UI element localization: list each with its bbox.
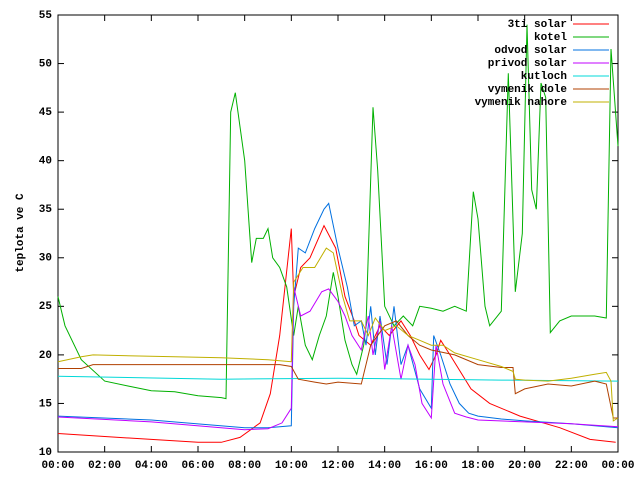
x-tick-label: 00:00 xyxy=(41,460,74,472)
y-tick-label: 40 xyxy=(39,156,52,168)
legend-label: odvod solar xyxy=(494,45,567,57)
y-tick-label: 15 xyxy=(39,398,53,410)
legend-label: 3ti solar xyxy=(508,19,567,31)
y-tick-label: 35 xyxy=(39,204,53,216)
x-tick-label: 10:00 xyxy=(275,460,308,472)
y-tick-label: 20 xyxy=(39,350,52,362)
legend-label: vymenik dole xyxy=(488,84,568,96)
x-tick-label: 02:00 xyxy=(88,460,121,472)
x-tick-label: 08:00 xyxy=(228,460,261,472)
y-tick-label: 10 xyxy=(39,447,52,459)
series-line xyxy=(57,24,619,400)
y-tick-label: 50 xyxy=(39,58,52,70)
legend-label: kutloch xyxy=(521,71,567,83)
y-axis-label: teplota ve C xyxy=(15,193,27,273)
y-tick-label: 25 xyxy=(39,301,53,313)
x-tick-label: 04:00 xyxy=(135,460,168,472)
series-line xyxy=(58,320,618,419)
y-tick-label: 30 xyxy=(39,253,52,265)
x-tick-label: 20:00 xyxy=(508,460,541,472)
x-tick-label: 18:00 xyxy=(461,460,494,472)
series-line xyxy=(57,247,619,422)
x-tick-label: 00:00 xyxy=(601,460,634,472)
y-tick-label: 55 xyxy=(39,10,53,22)
legend-label: vymenik nahore xyxy=(475,97,568,109)
x-tick-label: 12:00 xyxy=(321,460,354,472)
series-line xyxy=(57,375,619,382)
x-tick-label: 06:00 xyxy=(181,460,214,472)
legend-label: kotel xyxy=(534,32,567,44)
x-tick-label: 14:00 xyxy=(368,460,401,472)
x-tick-label: 22:00 xyxy=(555,460,588,472)
x-tick-label: 16:00 xyxy=(415,460,448,472)
y-tick-label: 45 xyxy=(39,107,53,119)
legend-label: privod solar xyxy=(488,58,567,70)
series-line xyxy=(57,224,616,443)
series-line xyxy=(57,202,619,429)
